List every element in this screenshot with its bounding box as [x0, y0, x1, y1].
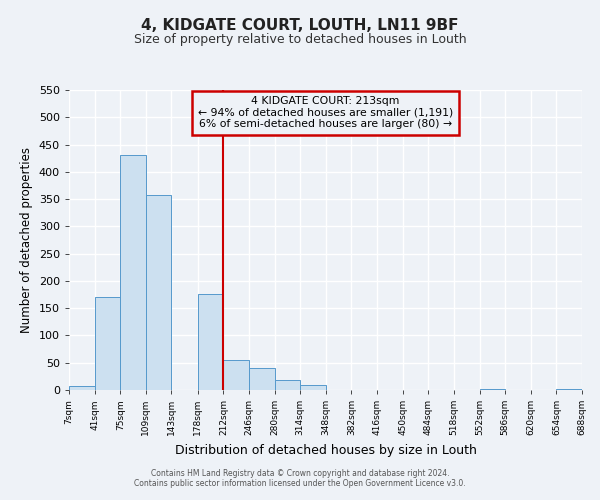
Text: 4 KIDGATE COURT: 213sqm
← 94% of detached houses are smaller (1,191)
6% of semi-: 4 KIDGATE COURT: 213sqm ← 94% of detache… [198, 96, 453, 129]
Bar [95, 298, 120, 390]
Text: 4, KIDGATE COURT, LOUTH, LN11 9BF: 4, KIDGATE COURT, LOUTH, LN11 9BF [141, 18, 459, 32]
Text: Contains public sector information licensed under the Open Government Licence v3: Contains public sector information licen… [134, 479, 466, 488]
Y-axis label: Number of detached properties: Number of detached properties [20, 147, 33, 333]
Bar [120, 156, 146, 390]
Bar [300, 384, 326, 390]
Bar [223, 360, 249, 390]
Bar [198, 294, 223, 390]
Text: Contains HM Land Registry data © Crown copyright and database right 2024.: Contains HM Land Registry data © Crown c… [151, 469, 449, 478]
Bar [69, 386, 95, 390]
Bar [146, 196, 172, 390]
X-axis label: Distribution of detached houses by size in Louth: Distribution of detached houses by size … [175, 444, 476, 456]
Bar [275, 380, 300, 390]
Bar [249, 368, 275, 390]
Text: Size of property relative to detached houses in Louth: Size of property relative to detached ho… [134, 32, 466, 46]
